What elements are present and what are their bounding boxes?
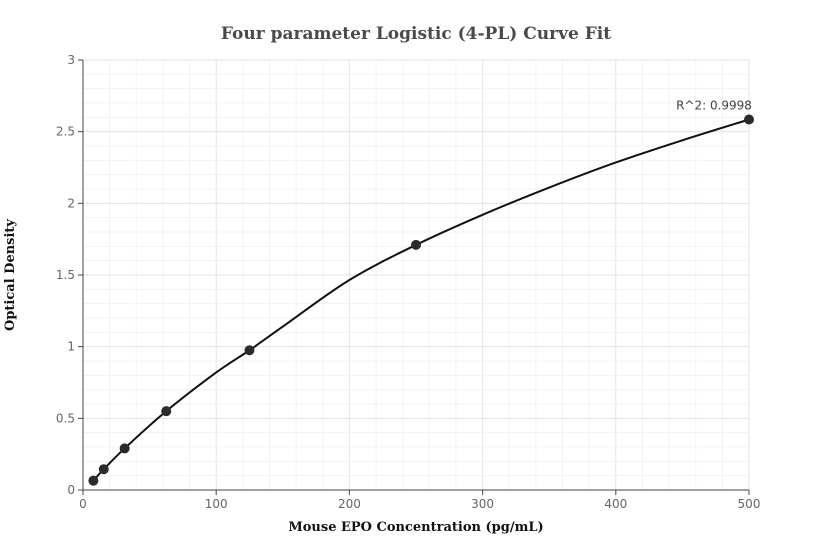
x-tick-label: 0	[79, 497, 87, 511]
axes	[78, 59, 750, 495]
annotations: R^2: 0.9998	[676, 98, 752, 112]
x-tick-label: 500	[738, 497, 761, 511]
data-point	[411, 239, 421, 250]
data-point	[744, 114, 754, 125]
chart-title: Four parameter Logistic (4-PL) Curve Fit	[221, 24, 611, 44]
x-axis-label: Mouse EPO Concentration (pg/mL)	[288, 520, 543, 535]
data-point	[98, 464, 109, 475]
x-tick-label: 300	[471, 497, 494, 511]
y-axis-label: Optical Density	[3, 219, 18, 331]
x-tick-label: 200	[338, 497, 361, 511]
r-squared-annotation: R^2: 0.9998	[676, 98, 752, 112]
y-tick-label: 1	[67, 340, 75, 354]
data-point	[88, 475, 99, 486]
data-point	[244, 345, 255, 356]
y-tick-label: 1.5	[56, 268, 75, 282]
x-tick-label: 400	[604, 497, 627, 511]
tick-labels: 0 100 200 300 400 500 0 0.5 1 1.5 2 2.5 3	[56, 53, 761, 511]
y-tick-label: 2	[67, 196, 75, 210]
fit-curve-path	[92, 118, 750, 482]
x-tick-label: 100	[205, 497, 228, 511]
y-tick-label: 0	[67, 483, 75, 497]
fit-curve	[92, 118, 750, 482]
y-tick-label: 2.5	[56, 125, 75, 139]
data-point	[119, 443, 130, 454]
data-point	[161, 406, 172, 417]
y-tick-label: 0.5	[56, 411, 75, 425]
grid	[82, 59, 750, 491]
y-tick-label: 3	[67, 53, 75, 67]
data-points	[88, 114, 754, 486]
